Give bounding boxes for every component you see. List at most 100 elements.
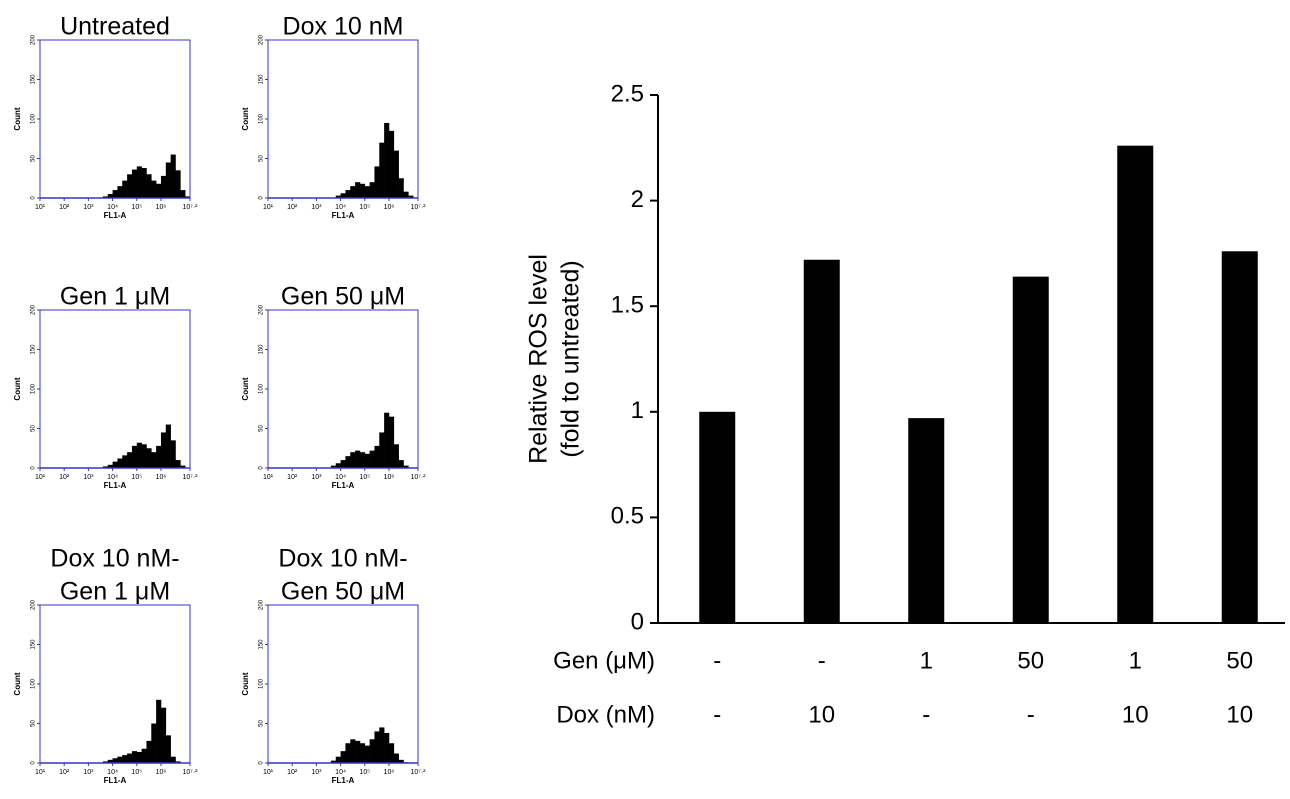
y-tick-label: 0 [259,761,265,765]
bar [1221,251,1258,623]
histogram-bar [146,448,152,468]
histogram-bar [350,452,356,468]
y-tick-label: 200 [259,34,265,45]
histogram-bar [107,464,113,468]
histogram-bar [160,707,167,763]
histogram-bar [112,190,118,198]
row-cell: - [922,701,930,728]
histogram-bar [175,761,181,763]
histogram-bar [102,761,109,763]
histogram-bar [393,444,399,468]
x-tick-label: 10³ [83,204,94,211]
y-tick-label: 2.5 [611,80,644,107]
histogram-bar [136,442,142,468]
histogram-bar [345,743,351,763]
histogram-bar [374,166,380,198]
x-axis-label: FL1-A [332,211,355,220]
histogram-bar [359,183,366,198]
histogram-bar [364,186,370,198]
x-tick-label: 10⁵ [359,474,370,481]
histogram-bar [102,466,109,468]
row-cell: 1 [920,647,933,674]
bar [1012,276,1049,623]
histogram-bar [374,445,380,468]
histogram-bar [160,175,167,198]
histogram-bar [170,756,176,763]
histogram-bar [384,412,390,468]
histogram-bar [131,169,138,198]
histogram-bar [335,463,341,468]
histogram-bar [112,758,118,763]
histogram-bar [107,194,113,198]
y-axis-label: Count [241,377,250,400]
x-tick-label: 10⁴ [107,204,118,211]
histogram-bar [388,130,395,198]
histogram-bar [151,723,157,763]
panel-title: Dox 10 nM [283,13,404,41]
y-axis-label: Count [13,377,22,400]
histogram-bar [359,743,366,763]
histogram-bar [369,739,375,763]
row-cell: - [713,701,721,728]
panel-title: Gen 50 μM [281,283,405,311]
y-axis-label: Count [241,672,250,695]
row-cell: 50 [1226,647,1253,674]
histogram-bar [364,745,370,763]
histogram-bar [122,755,128,763]
x-tick-label: 10⁷·² [411,204,427,211]
histogram-bar [156,183,162,198]
y-tick-label: 150 [31,639,37,650]
x-tick-label: 10¹ [263,769,274,776]
histogram-bar [379,727,385,763]
panel-title: Dox 10 nM- [50,545,179,573]
row-cell: - [713,647,721,674]
x-tick-label: 10⁷·² [183,474,199,481]
histogram-bar [117,186,123,198]
histogram-bar [335,756,341,763]
histogram-bar [345,190,351,198]
x-tick-label: 10⁵ [131,204,142,211]
x-tick-label: 10⁷·² [411,474,427,481]
x-tick-label: 10⁶ [384,769,395,776]
histogram-bar [379,142,385,198]
histogram-bar [170,440,176,468]
y-tick-label: 200 [259,304,265,315]
y-tick-label: 200 [31,304,37,315]
histogram-bar [180,190,186,198]
histogram-bar [398,460,404,468]
bar [1117,145,1154,624]
x-tick-label: 10⁷·² [183,769,199,776]
y-tick-label: 100 [259,383,265,394]
x-tick-label: 10³ [83,769,94,776]
histogram-bar [122,455,128,468]
x-tick-label: 10⁴ [107,474,118,481]
histogram-bar [330,760,337,763]
y-tick-label: 150 [31,74,37,85]
y-axis-label: (fold to untreated) [557,260,585,457]
y-axis-label: Count [13,107,22,130]
y-tick-label: 1.5 [611,292,644,319]
y-tick-label: 0 [31,761,37,765]
y-tick-label: 100 [31,678,37,689]
y-tick-label: 0 [631,608,644,635]
histogram-bar [117,458,123,468]
histogram-bar [170,154,176,198]
histogram-bar [374,731,380,763]
histogram-bar [398,178,404,198]
y-tick-label: 2 [631,186,644,213]
y-tick-label: 50 [259,155,265,162]
x-tick-label: 10⁵ [359,204,370,211]
histogram-bar [156,445,162,468]
x-tick-label: 10⁴ [335,769,346,776]
y-tick-label: 50 [31,155,37,162]
x-tick-label: 10¹ [263,474,274,481]
y-tick-label: 0 [259,466,265,470]
y-tick-label: 200 [259,599,265,610]
histogram-bar [146,174,152,198]
bar [908,418,945,623]
histogram-bar [355,450,361,468]
x-tick-label: 10⁶ [384,474,395,481]
histogram-bar [340,751,346,763]
histogram-bar [355,182,361,198]
histogram-bar [393,753,399,763]
